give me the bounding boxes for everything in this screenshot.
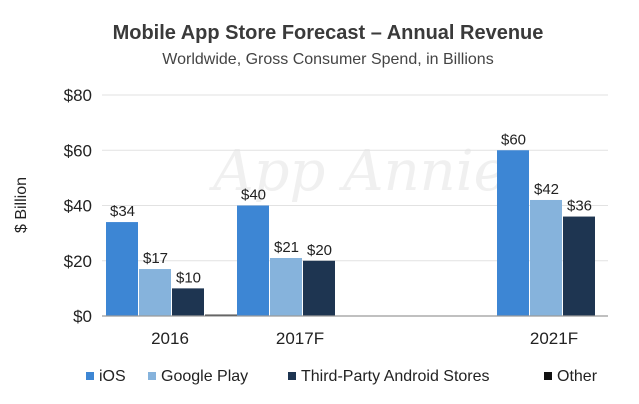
x-tick-label: 2021F (530, 329, 578, 348)
bar-google-play-2016 (139, 269, 171, 316)
data-label: $21 (274, 239, 299, 256)
y-tick-label: $0 (73, 307, 92, 326)
legend-swatch (544, 372, 552, 380)
chart-title: Mobile App Store Forecast – Annual Reven… (113, 22, 544, 44)
bar-third-party-android-stores-2016 (172, 288, 204, 316)
bar-google-play-2017f (270, 257, 302, 316)
y-tick-label: $80 (64, 86, 92, 105)
bars (106, 150, 595, 317)
data-label: $17 (143, 250, 168, 267)
data-label: $20 (307, 242, 332, 259)
data-labels: $34 $17 $10 $40 $21 $20 $60 $42 $36 (110, 131, 592, 286)
data-label: $60 (501, 131, 526, 148)
legend-swatch (148, 372, 156, 380)
bar-third-party-android-stores-2017f (303, 260, 335, 316)
data-label: $40 (241, 187, 266, 204)
bar-other-2016 (205, 314, 237, 317)
y-axis-label: $ Billion (13, 177, 30, 233)
y-axis-ticks: $0 $20 $40 $60 $80 (64, 86, 92, 326)
legend: iOS Google Play Third-Party Android Stores… (86, 368, 598, 385)
bar-google-play-2021f (530, 199, 562, 316)
data-label: $36 (567, 198, 592, 215)
data-label: $42 (534, 181, 559, 198)
legend-label: Other (557, 368, 598, 385)
y-tick-label: $60 (64, 141, 92, 160)
data-label: $10 (176, 269, 201, 286)
y-tick-label: $40 (64, 197, 92, 216)
bar-ios-2016 (106, 222, 138, 316)
bar-third-party-android-stores-2021f (563, 216, 595, 316)
legend-swatch (288, 372, 296, 380)
x-tick-label: 2016 (151, 329, 189, 348)
legend-swatch (86, 372, 94, 380)
legend-label: Third-Party Android Stores (301, 368, 490, 385)
data-label: $34 (110, 203, 135, 220)
legend-label: iOS (99, 368, 126, 385)
bar-ios-2017f (237, 205, 269, 316)
bar-ios-2021f (497, 150, 529, 316)
y-tick-label: $20 (64, 252, 92, 271)
legend-label: Google Play (161, 368, 248, 385)
x-tick-label: 2017F (276, 329, 324, 348)
x-axis-ticks: 2016 2017F 2021F (151, 329, 578, 348)
chart-subtitle: Worldwide, Gross Consumer Spend, in Bill… (162, 51, 493, 68)
